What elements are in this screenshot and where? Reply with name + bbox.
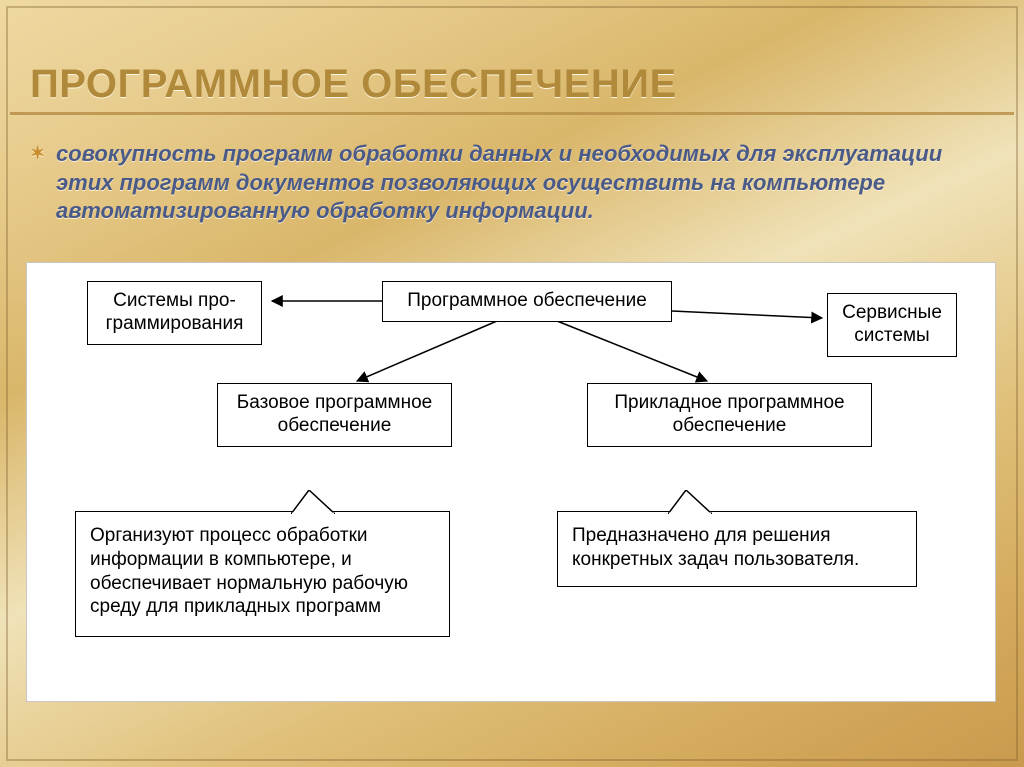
diagram-panel: Программное обеспечение Системы про-грам… — [26, 262, 996, 702]
node-sysprog-label: Системы про-граммирования — [106, 290, 244, 334]
node-service-systems: Сервисныесистемы — [827, 293, 957, 357]
callout-tail-icon — [668, 490, 712, 514]
node-applied-software: Прикладное программноеобеспечение — [587, 383, 872, 447]
node-systems-programming: Системы про-граммирования — [87, 281, 262, 345]
slide-title: Программное обеспечение — [30, 62, 677, 107]
callout-applied-description: Предназначено для решения конкретных зад… — [557, 511, 917, 587]
callout-base-description: Организуют процесс обработки информации … — [75, 511, 450, 637]
node-root-label: Программное обеспечение — [407, 290, 647, 311]
node-base-software: Базовое программноеобеспечение — [217, 383, 452, 447]
callout-applied-text: Предназначено для решения конкретных зад… — [572, 525, 859, 570]
callout-base-text: Организуют процесс обработки информации … — [90, 525, 408, 617]
node-service-label: Сервисныесистемы — [842, 302, 942, 346]
node-applied-label: Прикладное программноеобеспечение — [614, 392, 844, 436]
node-root: Программное обеспечение — [382, 281, 672, 322]
node-base-label: Базовое программноеобеспечение — [237, 392, 432, 436]
callout-tail-icon — [291, 490, 335, 514]
definition-bullet: совокупность программ обработки данных и… — [56, 140, 984, 226]
title-underline — [10, 112, 1014, 115]
